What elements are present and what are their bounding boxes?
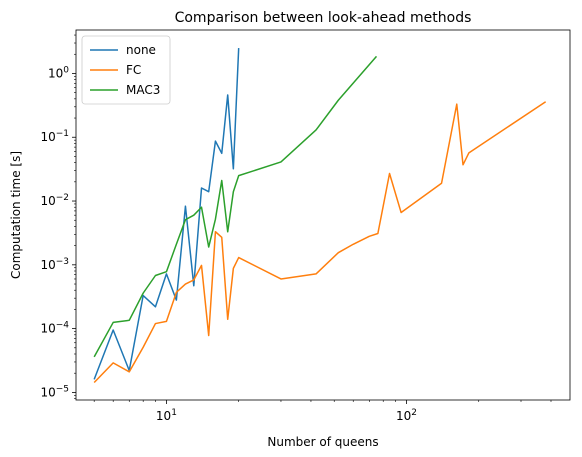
- y-tick-label: 10−3: [40, 257, 69, 272]
- plot-frame: [75, 29, 571, 401]
- y-tick-label: 10−5: [40, 384, 69, 399]
- y-axis-label: Computation time [s]: [9, 151, 23, 279]
- chart-title: Comparison between look-ahead methods: [175, 10, 472, 26]
- series-line-none: [93, 48, 240, 380]
- x-tick-label: 102: [396, 408, 417, 423]
- legend-label: none: [126, 43, 156, 57]
- x-axis-label: Number of queens: [267, 435, 378, 449]
- x-tick-label: 101: [156, 408, 177, 423]
- y-tick-label: 10−4: [40, 321, 69, 336]
- y-tick-label: 10−1: [40, 129, 69, 144]
- y-tick-label: 10−2: [40, 193, 69, 208]
- legend: none FC MAC3: [81, 35, 171, 105]
- legend-label: FC: [126, 63, 141, 77]
- legend-box: [81, 35, 171, 105]
- series-line-mac3: [93, 55, 378, 358]
- legend-label: MAC3: [126, 83, 160, 97]
- y-tick-label: 100: [48, 65, 69, 80]
- plot-area: [93, 48, 547, 384]
- series-line-fc: [93, 101, 547, 384]
